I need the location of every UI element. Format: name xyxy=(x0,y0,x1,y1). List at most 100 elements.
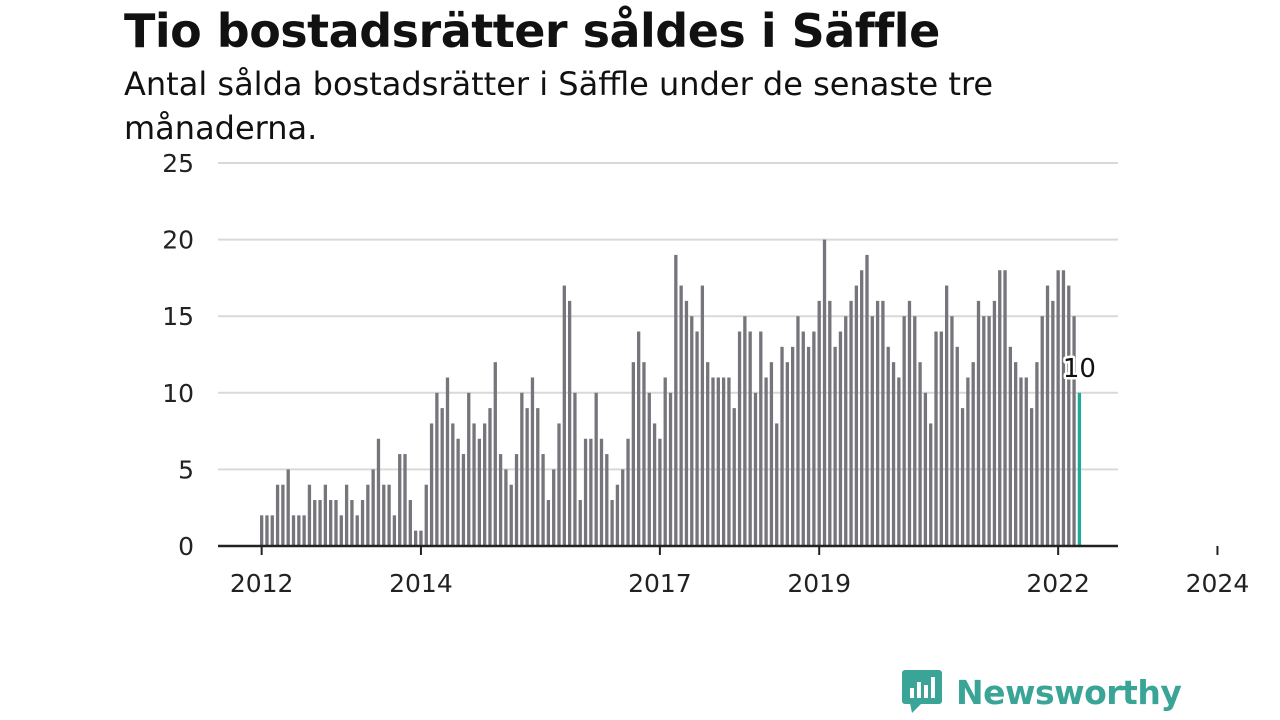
bar xyxy=(828,300,832,546)
bar xyxy=(621,469,625,546)
bar xyxy=(668,392,673,546)
x-tick-label: 2024 xyxy=(1186,569,1250,598)
bar xyxy=(307,484,312,546)
highlight-value-label: 10 xyxy=(1063,354,1096,384)
bar xyxy=(875,300,880,546)
bar xyxy=(907,300,912,546)
bar xyxy=(817,300,821,546)
bar xyxy=(329,500,333,546)
bar xyxy=(658,438,662,546)
brand-name: Newsworthy xyxy=(956,672,1182,712)
bar xyxy=(971,362,975,546)
bar xyxy=(934,331,938,546)
bar xyxy=(419,530,423,546)
bar xyxy=(265,515,269,546)
bar xyxy=(270,515,274,546)
bar xyxy=(1072,316,1076,546)
bar xyxy=(727,377,731,546)
bar xyxy=(748,331,752,546)
x-axis-labels: 2012 2014 2017 2019 2022 2024 xyxy=(230,569,1249,598)
bar xyxy=(695,331,699,546)
bar xyxy=(1040,316,1044,546)
bar xyxy=(838,331,843,546)
bar xyxy=(844,316,848,546)
bar xyxy=(684,300,689,546)
bar xyxy=(302,515,306,546)
bar xyxy=(562,285,566,546)
newsworthy-logo-icon xyxy=(902,670,942,713)
bar xyxy=(376,438,381,546)
bar xyxy=(504,469,508,546)
bar xyxy=(1024,377,1028,546)
bar xyxy=(1014,362,1018,546)
bar xyxy=(860,270,864,546)
bar xyxy=(615,484,620,546)
bar xyxy=(573,392,577,546)
bar xyxy=(626,438,630,546)
bar xyxy=(260,515,264,546)
y-tick-label: 20 xyxy=(162,226,194,255)
bar xyxy=(690,316,694,546)
x-axis-ticks xyxy=(260,546,1219,555)
bar xyxy=(297,515,301,546)
bar xyxy=(647,392,651,546)
bar xyxy=(674,254,678,547)
bar xyxy=(567,300,572,546)
bar xyxy=(955,346,959,546)
bar xyxy=(764,377,768,546)
bar xyxy=(1019,377,1023,546)
bar xyxy=(440,408,444,546)
bar xyxy=(552,469,556,546)
bar xyxy=(546,500,551,546)
bar xyxy=(706,362,710,546)
bar xyxy=(488,408,492,546)
bar xyxy=(801,331,805,546)
bar xyxy=(663,377,667,546)
bar xyxy=(435,392,439,546)
bar xyxy=(578,500,582,546)
bar xyxy=(323,484,328,546)
bar xyxy=(769,362,774,546)
bar xyxy=(398,454,402,546)
bar xyxy=(355,515,359,546)
bar xyxy=(785,362,789,546)
bar xyxy=(360,500,365,546)
bar xyxy=(652,423,657,546)
bar xyxy=(891,362,896,546)
bar xyxy=(313,500,317,546)
bar xyxy=(429,423,434,546)
bar xyxy=(286,469,290,546)
y-axis-labels: 0 5 10 15 20 25 xyxy=(162,149,194,561)
bar xyxy=(498,454,503,546)
bar xyxy=(737,331,742,546)
bar xyxy=(998,270,1002,546)
bar xyxy=(599,438,604,546)
x-tick-label: 2017 xyxy=(628,569,692,598)
bar xyxy=(960,408,965,546)
bar xyxy=(514,454,519,546)
chart-subtitle: Antal sålda bostadsrätter i Säffle under… xyxy=(124,65,994,147)
bar xyxy=(631,362,635,546)
bar xyxy=(557,423,561,546)
bar xyxy=(897,377,901,546)
bar xyxy=(461,454,466,546)
bar xyxy=(711,377,715,546)
bar xyxy=(721,377,726,546)
bar xyxy=(775,423,779,546)
bar xyxy=(344,484,349,546)
bar xyxy=(716,377,720,546)
y-tick-label: 0 xyxy=(178,532,194,561)
bar xyxy=(541,454,545,546)
bar xyxy=(1061,270,1066,546)
bar xyxy=(950,316,954,546)
bar xyxy=(976,300,981,546)
bar xyxy=(753,392,758,546)
bar xyxy=(291,515,296,546)
bar xyxy=(913,316,917,546)
bar xyxy=(1035,362,1039,546)
y-tick-label: 25 xyxy=(162,149,194,178)
bar xyxy=(987,316,991,546)
bar xyxy=(791,346,795,546)
bar xyxy=(392,515,397,546)
bar xyxy=(493,362,497,546)
